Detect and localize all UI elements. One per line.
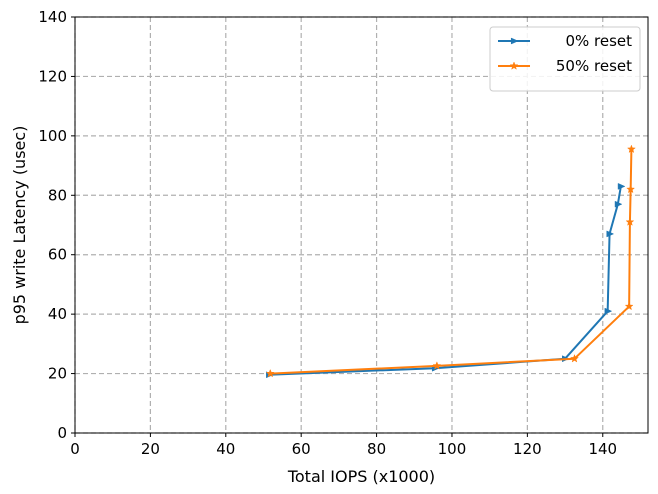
y-tick-label: 100 xyxy=(38,127,67,145)
y-tick-label: 0 xyxy=(57,424,67,442)
x-axis-ticks: 0 20 40 60 80 100 120 140 xyxy=(70,433,617,458)
legend: 0% reset 50% reset xyxy=(489,26,641,92)
x-tick-label: 40 xyxy=(216,440,235,458)
x-tick-label: 100 xyxy=(438,440,467,458)
series-line xyxy=(270,149,633,375)
data-point xyxy=(604,307,613,315)
x-axis-label: Total IOPS (x1000) xyxy=(287,467,435,486)
y-tick-label: 140 xyxy=(38,8,67,26)
series-1 xyxy=(265,144,636,378)
data-point xyxy=(432,361,442,370)
legend-marker xyxy=(510,37,519,45)
y-axis-label: p95 write Latency (usec) xyxy=(10,126,29,325)
x-tick-label: 60 xyxy=(292,440,311,458)
y-tick-label: 20 xyxy=(48,365,67,383)
data-point xyxy=(606,230,615,238)
data-point xyxy=(626,144,636,154)
legend-item: 50% reset xyxy=(498,57,632,75)
legend-box xyxy=(489,26,641,92)
legend-item: 0% reset xyxy=(498,32,632,50)
data-point xyxy=(625,217,635,226)
data-point xyxy=(570,353,579,363)
series-line xyxy=(269,186,622,376)
series-0 xyxy=(266,182,626,379)
y-tick-label: 60 xyxy=(48,246,67,264)
y-tick-label: 80 xyxy=(48,186,67,204)
y-axis-ticks: 0 20 40 60 80 100 120 140 xyxy=(38,8,75,442)
y-tick-label: 40 xyxy=(48,305,67,323)
grid xyxy=(74,16,648,434)
data-point xyxy=(626,184,636,194)
x-tick-label: 120 xyxy=(513,440,542,458)
data-point xyxy=(617,182,626,190)
y-tick-label: 120 xyxy=(38,67,67,85)
plot-frame xyxy=(74,16,649,434)
legend-marker xyxy=(509,61,519,70)
legend-label: 0% reset xyxy=(565,32,632,50)
x-tick-label: 80 xyxy=(367,440,386,458)
data-point xyxy=(614,200,623,208)
x-tick-label: 0 xyxy=(70,440,80,458)
x-tick-label: 140 xyxy=(588,440,617,458)
data-point xyxy=(624,301,634,311)
data-point xyxy=(265,368,275,378)
series-layer xyxy=(265,144,636,379)
legend-label: 50% reset xyxy=(556,57,632,75)
x-tick-label: 20 xyxy=(141,440,160,458)
